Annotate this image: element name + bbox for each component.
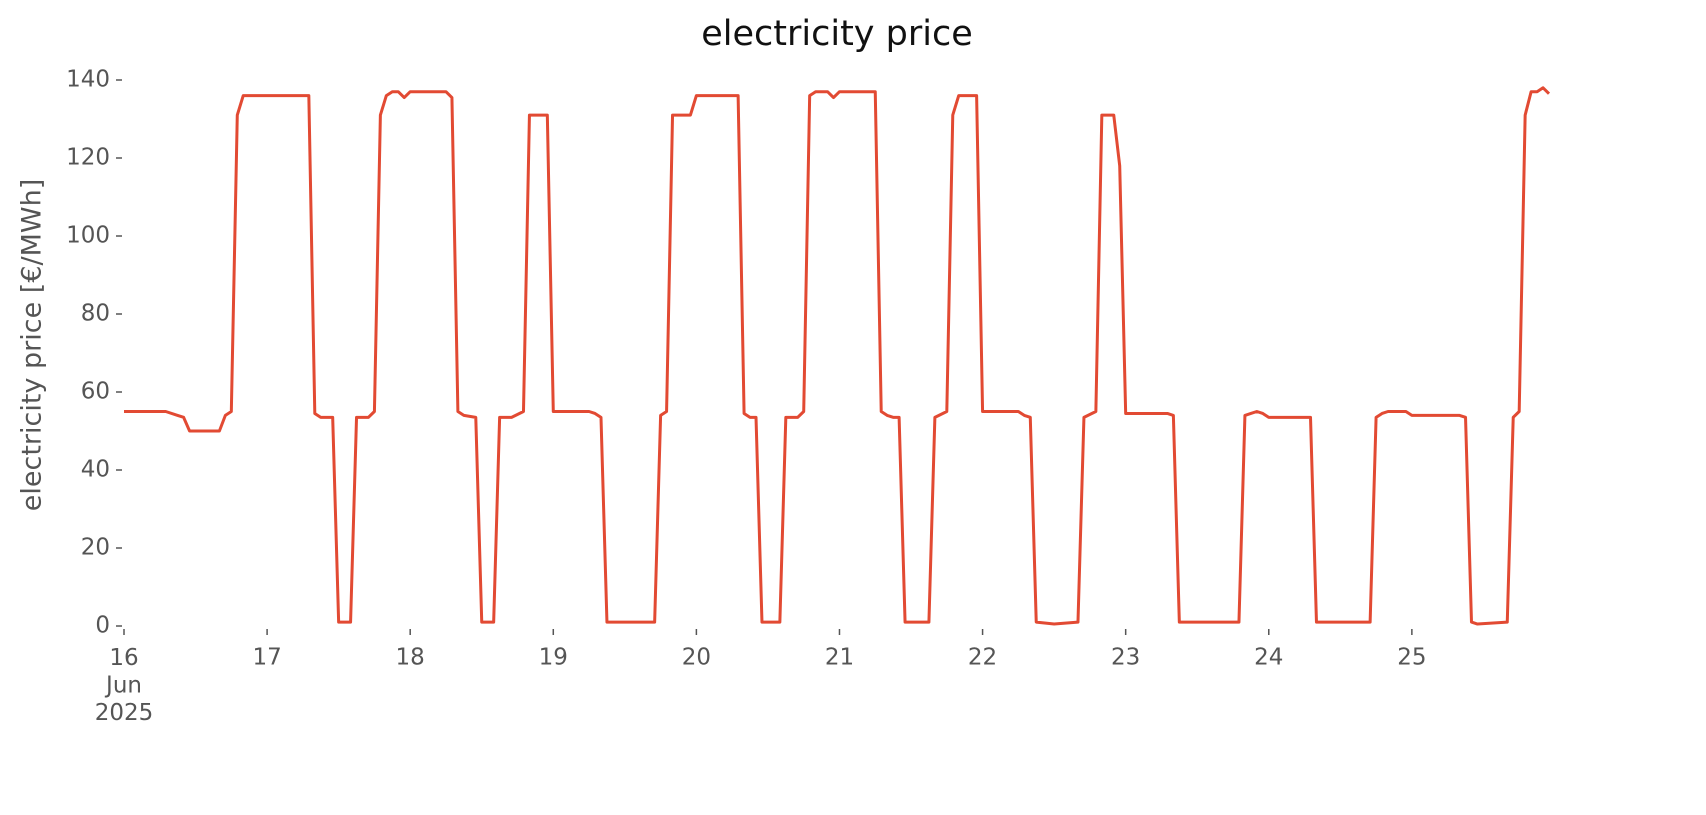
- x-tick-label: 19: [539, 645, 568, 671]
- x-tick-label: 16 Jun 2025: [95, 645, 154, 726]
- x-tick-label: 20: [682, 645, 711, 671]
- x-tick-label: 18: [396, 645, 425, 671]
- y-axis-label: electricity price [€/MWh]: [17, 179, 48, 511]
- x-tick-label: 22: [968, 645, 997, 671]
- y-tick-label: 140: [66, 67, 110, 93]
- y-tick-label: 80: [81, 301, 110, 327]
- x-tick-label: 23: [1111, 645, 1140, 671]
- x-tick-label: 17: [252, 645, 281, 671]
- x-tick-label: 24: [1254, 645, 1283, 671]
- y-tick-label: 0: [95, 613, 110, 639]
- y-tick-label: 60: [81, 379, 110, 405]
- x-tick-label: 21: [825, 645, 854, 671]
- price-line: [124, 86, 1551, 626]
- y-tick-label: 20: [81, 535, 110, 561]
- y-tick-label: 120: [66, 145, 110, 171]
- y-tick-label: 40: [81, 457, 110, 483]
- x-tick-label: 25: [1397, 645, 1426, 671]
- y-tick-label: 100: [66, 223, 110, 249]
- chart-title: electricity price: [701, 14, 973, 54]
